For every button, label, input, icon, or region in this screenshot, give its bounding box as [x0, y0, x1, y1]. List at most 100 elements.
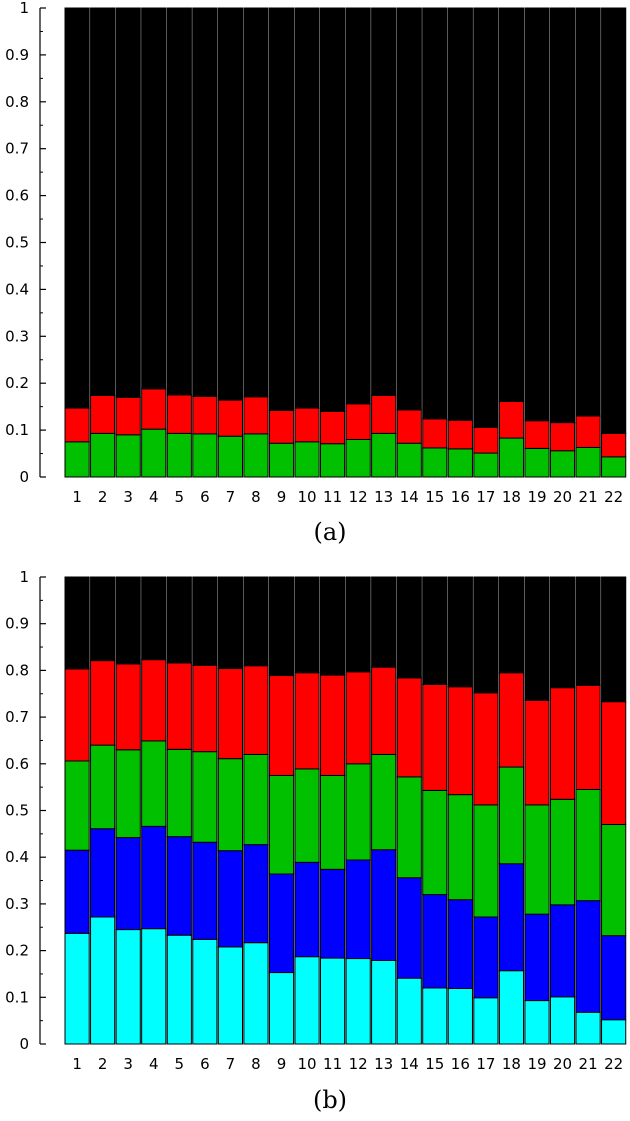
x-tick-label: 9 — [277, 1055, 287, 1073]
bar-segment — [192, 395, 218, 435]
x-tick-label: 17 — [476, 488, 495, 506]
bar-segment — [524, 913, 550, 1002]
bar-segment — [90, 744, 116, 830]
bar-segment — [498, 7, 525, 402]
y-tick-label: 0.8 — [5, 93, 29, 111]
bar-segment — [294, 7, 320, 409]
bar-segment — [294, 407, 320, 443]
y-tick-label: 0 — [19, 1035, 29, 1053]
bar-segment — [473, 916, 499, 999]
bar-segment — [217, 758, 244, 852]
bar-segment — [549, 996, 576, 1045]
bar-segment — [422, 447, 448, 478]
bar-segment — [575, 684, 601, 790]
bar-segment — [345, 403, 371, 440]
bar-segment — [422, 576, 448, 685]
bar-segment — [601, 701, 627, 826]
x-tick-label: 4 — [149, 1055, 159, 1073]
bar-segment — [498, 766, 525, 865]
x-tick-label: 20 — [553, 1055, 572, 1073]
bar-segment — [166, 7, 192, 396]
x-tick-label: 11 — [323, 488, 342, 506]
bar-segment — [294, 956, 320, 1045]
y-tick-label: 0.4 — [5, 280, 29, 298]
bar-segment — [549, 422, 576, 452]
x-tick-label: 20 — [553, 488, 572, 506]
bar-segment — [115, 434, 141, 478]
bar-segment — [141, 428, 167, 478]
bar-segment — [217, 399, 244, 437]
x-tick-label: 3 — [123, 1055, 133, 1073]
bar-segment — [498, 672, 525, 768]
y-tick-label: 0.5 — [5, 234, 29, 252]
bar-segment — [243, 576, 269, 667]
bar-segment — [243, 433, 269, 478]
y-tick-label: 0.2 — [5, 374, 29, 392]
bar-segment — [396, 977, 422, 1045]
bar-segment — [549, 904, 576, 998]
bar-segment — [115, 663, 141, 751]
bar-segment — [268, 7, 295, 411]
x-tick-label: 6 — [200, 1055, 210, 1073]
bar-segment — [166, 432, 192, 478]
bar-segment — [473, 692, 499, 806]
bar-segment — [447, 7, 473, 421]
bar-segment — [601, 1019, 627, 1045]
bar-segment — [601, 824, 627, 937]
bar-segment — [90, 576, 116, 662]
bar-segment — [575, 446, 601, 478]
x-tick-label: 12 — [349, 1055, 368, 1073]
bar-segment — [371, 753, 397, 851]
bar-segment — [268, 442, 295, 478]
bar-segment — [320, 576, 346, 676]
x-tick-label: 12 — [349, 488, 368, 506]
x-tick-label: 10 — [298, 488, 317, 506]
bar-segment — [217, 7, 244, 401]
bar-segment — [498, 863, 525, 972]
bar-segment — [396, 776, 422, 879]
bar-segment — [422, 987, 448, 1045]
bar-segment — [422, 789, 448, 896]
bar-segment — [549, 576, 576, 689]
y-tick-label: 0 — [19, 468, 29, 486]
bar-segment — [192, 664, 218, 753]
bar-segment — [345, 763, 371, 861]
y-tick-label: 0.5 — [5, 802, 29, 820]
bar-segment — [115, 749, 141, 839]
bar-segment — [90, 828, 116, 918]
y-tick-label: 0.3 — [5, 327, 29, 345]
bar-segment — [549, 7, 576, 424]
x-tick-label: 21 — [579, 488, 598, 506]
y-tick-label: 0.1 — [5, 421, 29, 439]
bar-segment — [345, 7, 371, 405]
bar-segment — [345, 859, 371, 960]
x-tick-label: 14 — [400, 1055, 419, 1073]
bar-segment — [294, 441, 320, 478]
bar-segment — [549, 798, 576, 906]
bar-segment — [64, 576, 90, 670]
bar-segment — [601, 576, 627, 703]
bar-segment — [447, 448, 473, 478]
bar-segment — [371, 666, 397, 755]
bar-segment — [601, 935, 627, 1021]
bar-segment — [396, 576, 422, 679]
bar-segment — [243, 942, 269, 1045]
bar-segment — [524, 576, 550, 701]
bar-segment — [473, 452, 499, 478]
y-tick-label: 1 — [19, 568, 29, 586]
bar-segment — [575, 576, 601, 686]
bar-segment — [575, 1011, 601, 1045]
bar-segment — [115, 396, 141, 436]
bar-segment — [243, 753, 269, 846]
bar-segment — [217, 850, 244, 948]
bar-segment — [294, 861, 320, 958]
x-tick-label: 15 — [425, 1055, 444, 1073]
y-tick-label: 0.3 — [5, 895, 29, 913]
bar-segment — [217, 576, 244, 670]
bar-segment — [345, 438, 371, 478]
bar-segment — [166, 394, 192, 434]
bar-segment — [115, 576, 141, 665]
bar-segment — [141, 659, 167, 742]
x-tick-label: 17 — [476, 1055, 495, 1073]
bar-segment — [64, 932, 90, 1045]
